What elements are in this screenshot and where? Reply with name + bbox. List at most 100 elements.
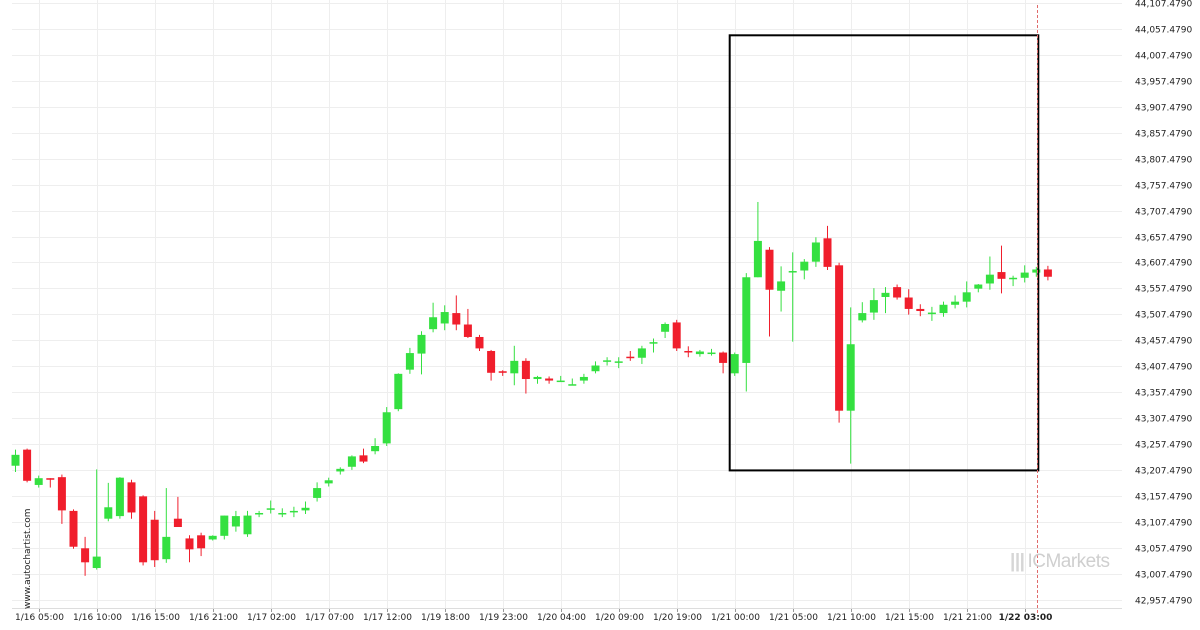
y-tick-label: 43,157.4790 (1135, 493, 1193, 503)
x-tick-label: 1/16 10:00 (73, 613, 122, 623)
candle-body (46, 478, 55, 480)
candle (811, 237, 820, 267)
y-tick-label: 43,407.4790 (1135, 363, 1193, 373)
y-tick-label: 43,357.4790 (1135, 389, 1193, 399)
candle (498, 370, 507, 376)
candle-body (417, 334, 426, 354)
candle (34, 475, 43, 488)
candle (591, 361, 600, 374)
candle (521, 358, 530, 394)
candle (92, 469, 101, 570)
side-watermark-text: www.autochartist.com (23, 508, 33, 609)
candle-body (475, 336, 484, 349)
brand-watermark-text: ICMarkets (1027, 551, 1110, 572)
candle-body (429, 317, 438, 330)
candle-body (127, 482, 136, 513)
candle (11, 449, 20, 472)
candle (57, 474, 66, 524)
candle-body (800, 261, 809, 271)
candle (185, 535, 194, 563)
candle (173, 496, 182, 528)
candle (858, 302, 867, 323)
candle-body (777, 281, 786, 291)
candle-body (1020, 272, 1029, 278)
candle-body (881, 292, 890, 297)
candle-body (220, 515, 229, 536)
candle-body (858, 313, 867, 321)
candle-body (962, 292, 971, 302)
candle (127, 479, 136, 519)
brand-watermark: ||| ICMarkets (1010, 551, 1110, 573)
candles (11, 201, 1052, 576)
candle-body (278, 512, 287, 515)
candle (719, 351, 728, 374)
candle-body (463, 324, 472, 337)
candle (162, 488, 171, 563)
y-tick-label: 43,207.4790 (1135, 467, 1193, 477)
candle (255, 510, 264, 518)
candle-body (231, 516, 240, 527)
candle (974, 284, 983, 293)
candle (359, 448, 368, 464)
candle-body (521, 360, 530, 380)
y-tick-label: 43,307.4790 (1135, 415, 1193, 425)
candle-body (1009, 277, 1018, 280)
candle (440, 305, 449, 331)
candle (777, 266, 786, 312)
candle (487, 349, 496, 381)
y-tick-label: 43,907.4790 (1135, 104, 1193, 114)
candle (626, 350, 635, 361)
candle-body (707, 352, 716, 355)
candle (1043, 265, 1052, 281)
candle (104, 482, 113, 522)
candle (869, 288, 878, 320)
x-tick-label: 1/19 23:00 (479, 613, 528, 623)
candle-body (301, 507, 310, 511)
y-tick-label: 43,457.4790 (1135, 337, 1193, 347)
candle-body (394, 373, 403, 410)
candle-body (649, 342, 658, 344)
candle-body (533, 376, 542, 380)
candle (765, 247, 774, 337)
y-axis-tick-labels: 44,107.4790 44,057.4790 44,007.4790 43,957.… (1135, 0, 1193, 607)
candle (904, 289, 913, 315)
candle-body (359, 455, 368, 462)
candle-body (440, 312, 449, 324)
x-tick-label: 1/19 18:00 (421, 613, 470, 623)
candle-body (23, 449, 32, 481)
x-tick-label: 1/17 07:00 (305, 613, 354, 623)
candle-body (405, 353, 414, 370)
candle (324, 477, 333, 487)
candle (661, 322, 670, 339)
candle (556, 375, 565, 383)
x-axis-tick-labels: 1/16 05:00 1/16 10:00 1/16 15:00 1/16 21:00… (15, 613, 1052, 623)
candle (927, 306, 936, 321)
candle (788, 252, 797, 342)
candle (405, 347, 414, 374)
candle-body (150, 519, 159, 561)
y-tick-label: 43,957.4790 (1135, 78, 1193, 88)
candle-body (719, 352, 728, 363)
candle (266, 500, 275, 514)
candle (220, 515, 229, 540)
x-tick-label: 1/17 12:00 (363, 613, 412, 623)
candle-body (336, 468, 345, 472)
x-tick-label: 1/17 02:00 (247, 613, 296, 623)
candle-body (997, 272, 1006, 279)
candle (475, 334, 484, 351)
x-tick-label: 1/21 21:00 (943, 613, 992, 623)
candle-body (869, 300, 878, 313)
pattern-box (728, 34, 1040, 472)
candle-body (765, 249, 774, 290)
candle-body (811, 242, 820, 262)
candle (278, 508, 287, 518)
candle-body (1043, 269, 1052, 277)
candle-body (104, 507, 113, 519)
y-tick-label: 43,557.4790 (1135, 285, 1193, 295)
candle-body (893, 287, 902, 298)
candle-body (568, 384, 577, 386)
candle-body (452, 313, 461, 325)
candle (881, 287, 890, 314)
candle-body (556, 380, 565, 383)
candle (23, 448, 32, 483)
